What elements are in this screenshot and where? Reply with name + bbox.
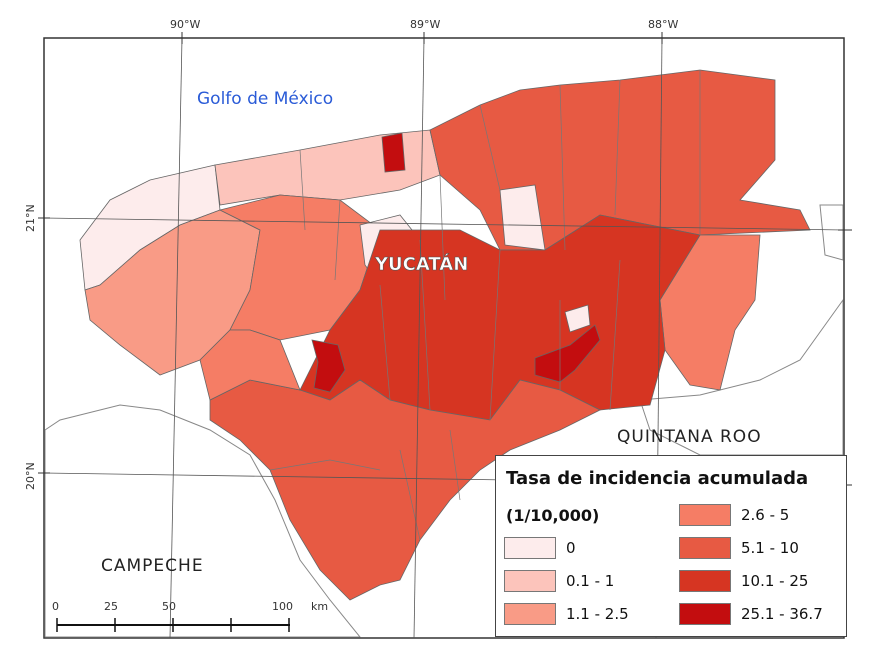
legend-label: 2.6 - 5 [741,506,790,524]
region-pale-east [564,304,591,333]
hotspot-east [534,324,601,383]
legend-swatch [504,570,556,592]
neighbor-states [44,204,844,638]
legend-swatch [504,537,556,559]
scale-label-25: 25 [104,600,118,613]
legend-swatch [679,537,731,559]
scale-label-100: 100 [272,600,293,613]
legend-label: 0.1 - 1 [566,572,615,590]
coast-upper [819,204,844,261]
region-south [209,379,601,601]
lon-label-90w: 90°W [170,18,200,31]
legend-swatch [679,570,731,592]
legend-item: 1.1 - 2.5 [504,603,629,625]
region-center-west [218,194,381,341]
legend-item: 5.1 - 10 [679,537,799,559]
legend-label: 1.1 - 2.5 [566,605,629,623]
quintana-roo-label: QUINTANA ROO [617,427,762,447]
scale-label-50: 50 [162,600,176,613]
legend-item: 25.1 - 36.7 [679,603,823,625]
legend-label: 10.1 - 25 [741,572,809,590]
legend-label: 5.1 - 10 [741,539,799,557]
campeche-region [44,404,362,638]
scale-bar: 0 25 50 100 km [52,600,328,632]
legend-swatch [679,603,731,625]
yucatan-municipalities [79,69,811,601]
campeche-label: CAMPECHE [101,556,204,576]
legend-title: Tasa de incidencia acumulada [506,468,809,489]
legend-swatch [504,603,556,625]
gulf-label: Golfo de México [197,89,333,109]
hotspot-west [311,339,346,393]
hotspot-north [381,132,406,173]
internal-borders [269,70,701,541]
legend-label: 25.1 - 36.7 [741,605,823,623]
legend-swatch [679,504,731,526]
region-southwest [199,329,301,401]
lat-label-21n: 21°N [24,204,37,232]
legend-item: 10.1 - 25 [679,570,808,592]
lon-label-89w: 89°W [410,18,440,31]
legend-subtitle: (1/10,000) [506,506,600,525]
legend-item: 2.6 - 5 [679,504,789,526]
lon-label-88w: 88°W [648,18,678,31]
meridian-89w [413,37,425,639]
yucatan-label: YUCATÁN [374,253,468,275]
meridian-90w [169,37,183,639]
legend-item: 0.1 - 1 [504,570,614,592]
legend-label: 0 [566,539,576,557]
legend-item: 0 [504,537,576,559]
scale-label-0: 0 [52,600,59,613]
legend: Tasa de incidencia acumulada (1/10,000) … [495,455,847,637]
parallel-21n [43,217,845,231]
lat-label-20n: 20°N [24,462,37,490]
scale-unit-label: km [311,600,328,613]
